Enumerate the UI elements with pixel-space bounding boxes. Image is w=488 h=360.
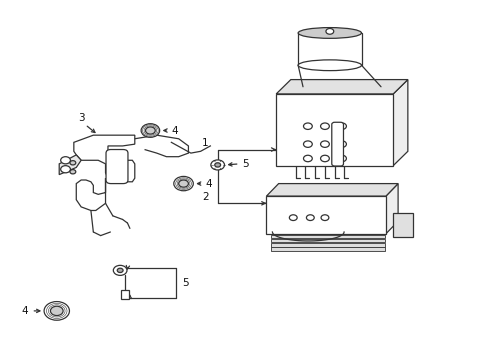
Circle shape xyxy=(210,160,224,170)
Circle shape xyxy=(178,180,188,187)
Polygon shape xyxy=(74,135,135,182)
Text: 3: 3 xyxy=(78,113,84,123)
Text: 5: 5 xyxy=(242,159,248,169)
Circle shape xyxy=(214,163,220,167)
Text: 4: 4 xyxy=(205,179,212,189)
Circle shape xyxy=(303,155,312,162)
Circle shape xyxy=(320,155,329,162)
FancyBboxPatch shape xyxy=(106,149,128,184)
Circle shape xyxy=(141,124,159,137)
Circle shape xyxy=(325,28,333,34)
Text: 4: 4 xyxy=(171,126,178,135)
Text: 2: 2 xyxy=(202,192,208,202)
Polygon shape xyxy=(276,80,407,94)
Polygon shape xyxy=(385,184,397,234)
Polygon shape xyxy=(59,155,81,175)
Polygon shape xyxy=(76,178,105,211)
FancyBboxPatch shape xyxy=(331,122,343,166)
Ellipse shape xyxy=(298,60,361,71)
Circle shape xyxy=(113,265,127,275)
Circle shape xyxy=(117,268,123,273)
Text: 4: 4 xyxy=(22,306,28,316)
Circle shape xyxy=(337,123,346,130)
Bar xyxy=(392,213,412,237)
Circle shape xyxy=(70,170,76,174)
Text: 1: 1 xyxy=(202,138,208,148)
Ellipse shape xyxy=(298,28,361,39)
Bar xyxy=(266,196,385,234)
Circle shape xyxy=(306,215,314,221)
Bar xyxy=(271,239,384,242)
Bar xyxy=(271,234,384,238)
Polygon shape xyxy=(266,184,397,196)
Circle shape xyxy=(61,157,70,164)
Circle shape xyxy=(145,127,155,134)
Text: 5: 5 xyxy=(182,278,188,288)
Circle shape xyxy=(173,176,193,191)
Circle shape xyxy=(321,215,328,221)
Circle shape xyxy=(337,141,346,147)
Circle shape xyxy=(44,302,69,320)
Circle shape xyxy=(337,155,346,162)
Bar xyxy=(271,243,384,247)
Circle shape xyxy=(70,161,76,165)
Polygon shape xyxy=(392,80,407,166)
Circle shape xyxy=(50,306,63,316)
Circle shape xyxy=(289,215,297,221)
Circle shape xyxy=(320,123,329,130)
Bar xyxy=(271,247,384,251)
Bar xyxy=(276,94,392,166)
Circle shape xyxy=(303,141,312,147)
Circle shape xyxy=(303,123,312,130)
Circle shape xyxy=(320,141,329,147)
Circle shape xyxy=(61,166,70,173)
Bar xyxy=(121,291,129,299)
